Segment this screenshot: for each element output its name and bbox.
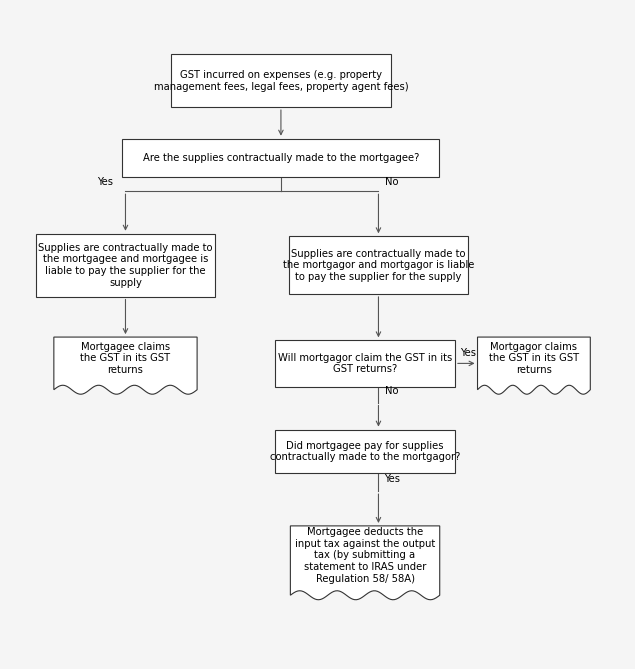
Text: No: No — [385, 386, 398, 396]
Text: GST incurred on expenses (e.g. property
management fees, legal fees, property ag: GST incurred on expenses (e.g. property … — [154, 70, 408, 92]
PathPatch shape — [54, 337, 197, 394]
Text: Mortgagor claims
the GST in its GST
returns: Mortgagor claims the GST in its GST retu… — [489, 342, 579, 375]
Text: Mortgagee deducts the
input tax against the output
tax (by submitting a
statemen: Mortgagee deducts the input tax against … — [295, 527, 435, 583]
Text: Yes: Yes — [460, 348, 476, 358]
FancyBboxPatch shape — [288, 236, 469, 294]
FancyBboxPatch shape — [171, 54, 391, 107]
Text: No: No — [385, 177, 398, 187]
Text: Supplies are contractually made to
the mortgagor and mortgagor is liable
to pay : Supplies are contractually made to the m… — [283, 249, 474, 282]
Text: Supplies are contractually made to
the mortgagee and mortgagee is
liable to pay : Supplies are contractually made to the m… — [38, 243, 213, 288]
Text: Mortgagee claims
the GST in its GST
returns: Mortgagee claims the GST in its GST retu… — [81, 342, 171, 375]
Text: Did mortgagee pay for supplies
contractually made to the mortgagor?: Did mortgagee pay for supplies contractu… — [270, 441, 460, 462]
Text: Will mortgagor claim the GST in its
GST returns?: Will mortgagor claim the GST in its GST … — [278, 353, 452, 374]
PathPatch shape — [290, 526, 439, 599]
FancyBboxPatch shape — [123, 138, 439, 177]
PathPatch shape — [478, 337, 591, 394]
Text: Yes: Yes — [97, 177, 113, 187]
FancyBboxPatch shape — [275, 341, 455, 387]
Text: Are the supplies contractually made to the mortgagee?: Are the supplies contractually made to t… — [143, 153, 419, 163]
FancyBboxPatch shape — [275, 429, 455, 473]
FancyBboxPatch shape — [36, 233, 215, 296]
Text: Yes: Yes — [385, 474, 401, 484]
